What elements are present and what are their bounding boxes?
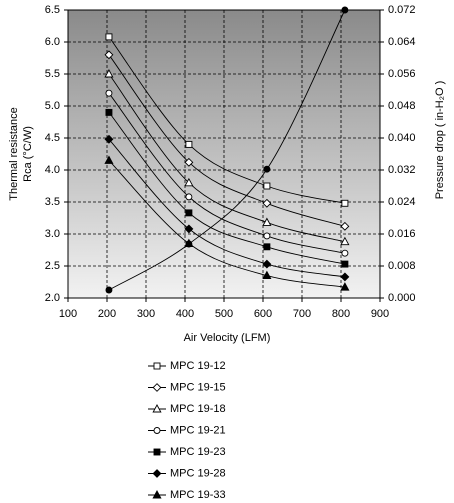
marker <box>263 232 271 240</box>
marker <box>105 33 113 41</box>
x-tick-label: 700 <box>293 308 311 320</box>
marker <box>153 448 161 456</box>
y-tick-label: 4.0 <box>45 164 60 176</box>
marker <box>104 69 114 78</box>
legend-item: MPC 19-28 <box>148 467 226 479</box>
marker <box>341 249 349 257</box>
legend-item: MPC 19-15 <box>148 381 226 393</box>
y2-tick-label: 0.048 <box>388 100 416 112</box>
marker <box>185 209 193 217</box>
marker <box>341 199 349 207</box>
marker <box>263 182 271 190</box>
marker <box>340 236 350 246</box>
y2-tick-label: 0.016 <box>388 228 416 240</box>
marker <box>104 134 114 144</box>
series-line <box>108 54 346 227</box>
series-line <box>108 92 345 254</box>
series-line <box>108 160 345 288</box>
series-line <box>108 36 345 204</box>
plot-area <box>68 10 380 298</box>
x-tick-label: 100 <box>59 308 77 320</box>
legend-item: MPC 19-21 <box>148 424 226 436</box>
marker <box>153 362 161 370</box>
marker <box>263 243 271 251</box>
legend-label: MPC 19-15 <box>170 381 226 393</box>
legend-item: MPC 19-33 <box>148 489 226 501</box>
y2-tick-label: 0.032 <box>388 164 416 176</box>
x-tick-label: 300 <box>137 308 155 320</box>
marker <box>152 490 162 499</box>
x-tick-label: 500 <box>215 308 233 320</box>
legend-item: MPC 19-12 <box>148 360 226 372</box>
y-tick-label: 3.5 <box>45 196 60 208</box>
legend-label: MPC 19-21 <box>170 424 226 436</box>
series-line <box>108 138 345 278</box>
y2-tick-label: 0.040 <box>388 132 416 144</box>
y-tick-label: 3.0 <box>45 228 60 240</box>
marker <box>340 272 350 282</box>
series-line <box>108 73 346 243</box>
x-tick-label: 800 <box>332 308 350 320</box>
y2-tick-label: 0.064 <box>388 36 416 48</box>
x-tick-label: 400 <box>176 308 194 320</box>
marker <box>152 404 162 413</box>
legend-label: MPC 19-33 <box>170 489 226 501</box>
marker <box>262 259 272 269</box>
x-tick-label: 200 <box>98 308 116 320</box>
legend-label: MPC 19-23 <box>170 446 226 458</box>
y-tick-label: 2.5 <box>45 260 60 272</box>
x-axis-title: Air Velocity (LFM) <box>184 332 271 344</box>
marker <box>262 270 272 280</box>
y-tick-label: 5.0 <box>45 100 60 112</box>
marker <box>104 155 114 164</box>
marker <box>152 469 162 478</box>
y-tick-label: 5.5 <box>45 68 60 80</box>
y-tick-label: 4.5 <box>45 132 60 144</box>
marker <box>185 240 193 248</box>
legend-label: MPC 19-12 <box>170 360 226 372</box>
marker <box>105 89 113 97</box>
y2-axis-title: Pressure drop ( in-H₂O ) <box>434 81 446 200</box>
series-line <box>108 9 346 291</box>
series-line <box>108 112 345 265</box>
marker <box>340 282 350 291</box>
marker <box>104 50 114 60</box>
marker <box>262 198 272 208</box>
marker <box>341 6 349 14</box>
x-tick-label: 900 <box>371 308 389 320</box>
marker <box>185 140 193 148</box>
legend-item: MPC 19-23 <box>148 446 226 458</box>
marker <box>184 157 194 167</box>
marker <box>262 217 272 226</box>
marker <box>105 108 113 116</box>
y-axis-title: Thermal resistance <box>8 107 20 201</box>
marker <box>184 224 194 234</box>
marker <box>340 221 350 231</box>
y2-tick-label: 0.072 <box>388 4 416 16</box>
marker <box>184 177 194 187</box>
y2-tick-label: 0.056 <box>388 68 416 80</box>
legend-label: MPC 19-18 <box>170 403 226 415</box>
y2-tick-label: 0.008 <box>388 260 416 272</box>
y-tick-label: 6.0 <box>45 36 60 48</box>
y-tick-label: 6.5 <box>45 4 60 16</box>
legend-item: MPC 19-18 <box>148 403 226 415</box>
marker <box>263 165 271 173</box>
marker <box>341 260 349 268</box>
y-axis-title: Rca (°C/W) <box>22 126 34 182</box>
x-tick-label: 600 <box>254 308 272 320</box>
marker <box>185 193 193 201</box>
legend-label: MPC 19-28 <box>170 467 226 479</box>
marker <box>152 383 162 392</box>
marker <box>153 427 161 434</box>
plot-border <box>67 9 381 299</box>
y2-tick-label: 0.024 <box>388 196 416 208</box>
y-tick-label: 2.0 <box>45 292 60 304</box>
y2-tick-label: 0.000 <box>388 292 416 304</box>
marker <box>105 286 113 294</box>
